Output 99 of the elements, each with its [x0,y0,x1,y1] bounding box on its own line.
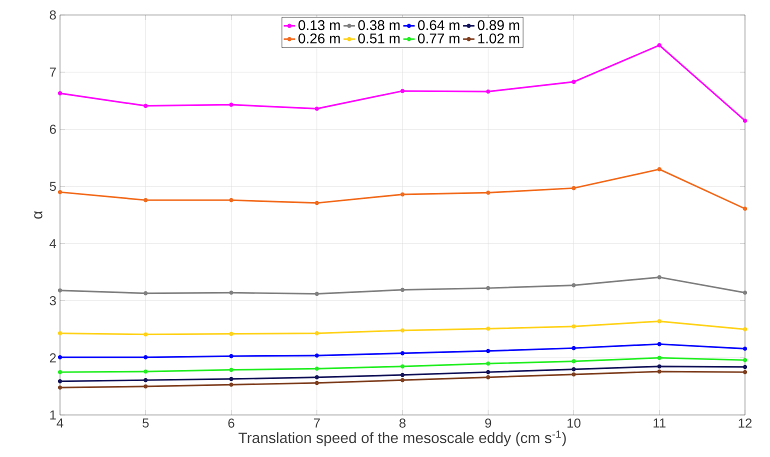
point [657,364,662,369]
y-tick-label: 8 [50,10,56,20]
point [486,286,490,290]
point [400,88,405,94]
point [572,346,576,350]
point [742,327,748,332]
point [58,355,62,360]
y-axis-title: α [34,211,42,219]
point [572,359,576,364]
x-axis-title: Translation speed of the mesoscale eddy (cm s$^{-1}$) [238,430,566,446]
point [229,102,234,107]
point [314,292,319,296]
point [742,118,748,123]
y-tick-label: 7 [50,68,56,77]
point [486,348,490,354]
point [657,342,662,346]
point [572,324,576,329]
point [742,358,748,362]
point [572,80,576,84]
point [400,372,405,378]
point [58,379,62,384]
point [742,206,748,211]
y-tick-label: 2 [50,353,56,362]
point [657,167,662,172]
x-tick-label: 8 [399,418,406,428]
x-tick-label: 4 [56,418,64,428]
point [572,186,576,190]
point [314,106,319,111]
point [58,331,62,336]
point [229,290,234,295]
legend-label: 0.89 m [478,20,520,30]
point [486,190,490,195]
x-tick-label: 11 [654,418,666,428]
point [144,291,148,296]
legend-label: 1.02 m [478,33,520,44]
y-tick-label: 1 [50,410,56,420]
point [58,370,62,374]
point [400,328,405,333]
point [314,366,319,371]
x-tick-label: 6 [228,418,234,428]
point [229,376,234,382]
point [486,375,490,380]
point [229,368,234,372]
point [229,354,234,358]
point [58,190,62,194]
y-tick-label: 5 [50,182,56,191]
point [486,326,490,331]
legend-label: 0.77 m [418,33,460,44]
x-tick-label: 7 [314,418,320,428]
y-tick-label: 4 [50,239,56,248]
point [229,198,234,202]
point [657,356,662,360]
point [742,346,748,351]
point [144,355,148,360]
point [400,351,405,356]
legend-label: 0.13 m [298,20,340,30]
point [314,331,319,336]
x-tick-label: 10 [568,418,580,428]
point [400,364,405,369]
point [58,385,62,390]
point [314,375,319,380]
point [742,364,748,370]
x-tick-label: 9 [485,418,492,428]
legend-label: 0.64 m [418,20,460,30]
point [58,288,62,293]
point [144,378,148,382]
point [400,192,405,197]
point [486,370,490,374]
point [144,384,148,389]
point [400,378,405,382]
x-tick-label: 5 [142,418,149,428]
point [144,369,148,374]
x-tick-label: 12 [738,418,752,428]
legend-label: 0.38 m [358,20,400,30]
y-tick-label: 3 [50,296,56,306]
point [742,290,748,295]
point [400,288,405,292]
point [144,198,148,202]
point [229,332,234,336]
legend-label: 0.26 m [298,33,340,44]
y-tick-label: 6 [50,124,56,134]
point [657,275,662,280]
point [486,361,490,366]
point [572,367,576,372]
point [314,353,319,358]
point [144,104,148,108]
point [58,91,62,96]
point [144,332,148,337]
point [314,200,319,206]
point [229,382,234,387]
point [657,43,662,48]
point [572,372,576,377]
point [572,283,576,288]
point [657,369,662,374]
point [657,319,662,324]
point [742,370,748,374]
legend-label: 0.51 m [358,33,400,44]
point [314,380,319,386]
point [486,89,490,94]
